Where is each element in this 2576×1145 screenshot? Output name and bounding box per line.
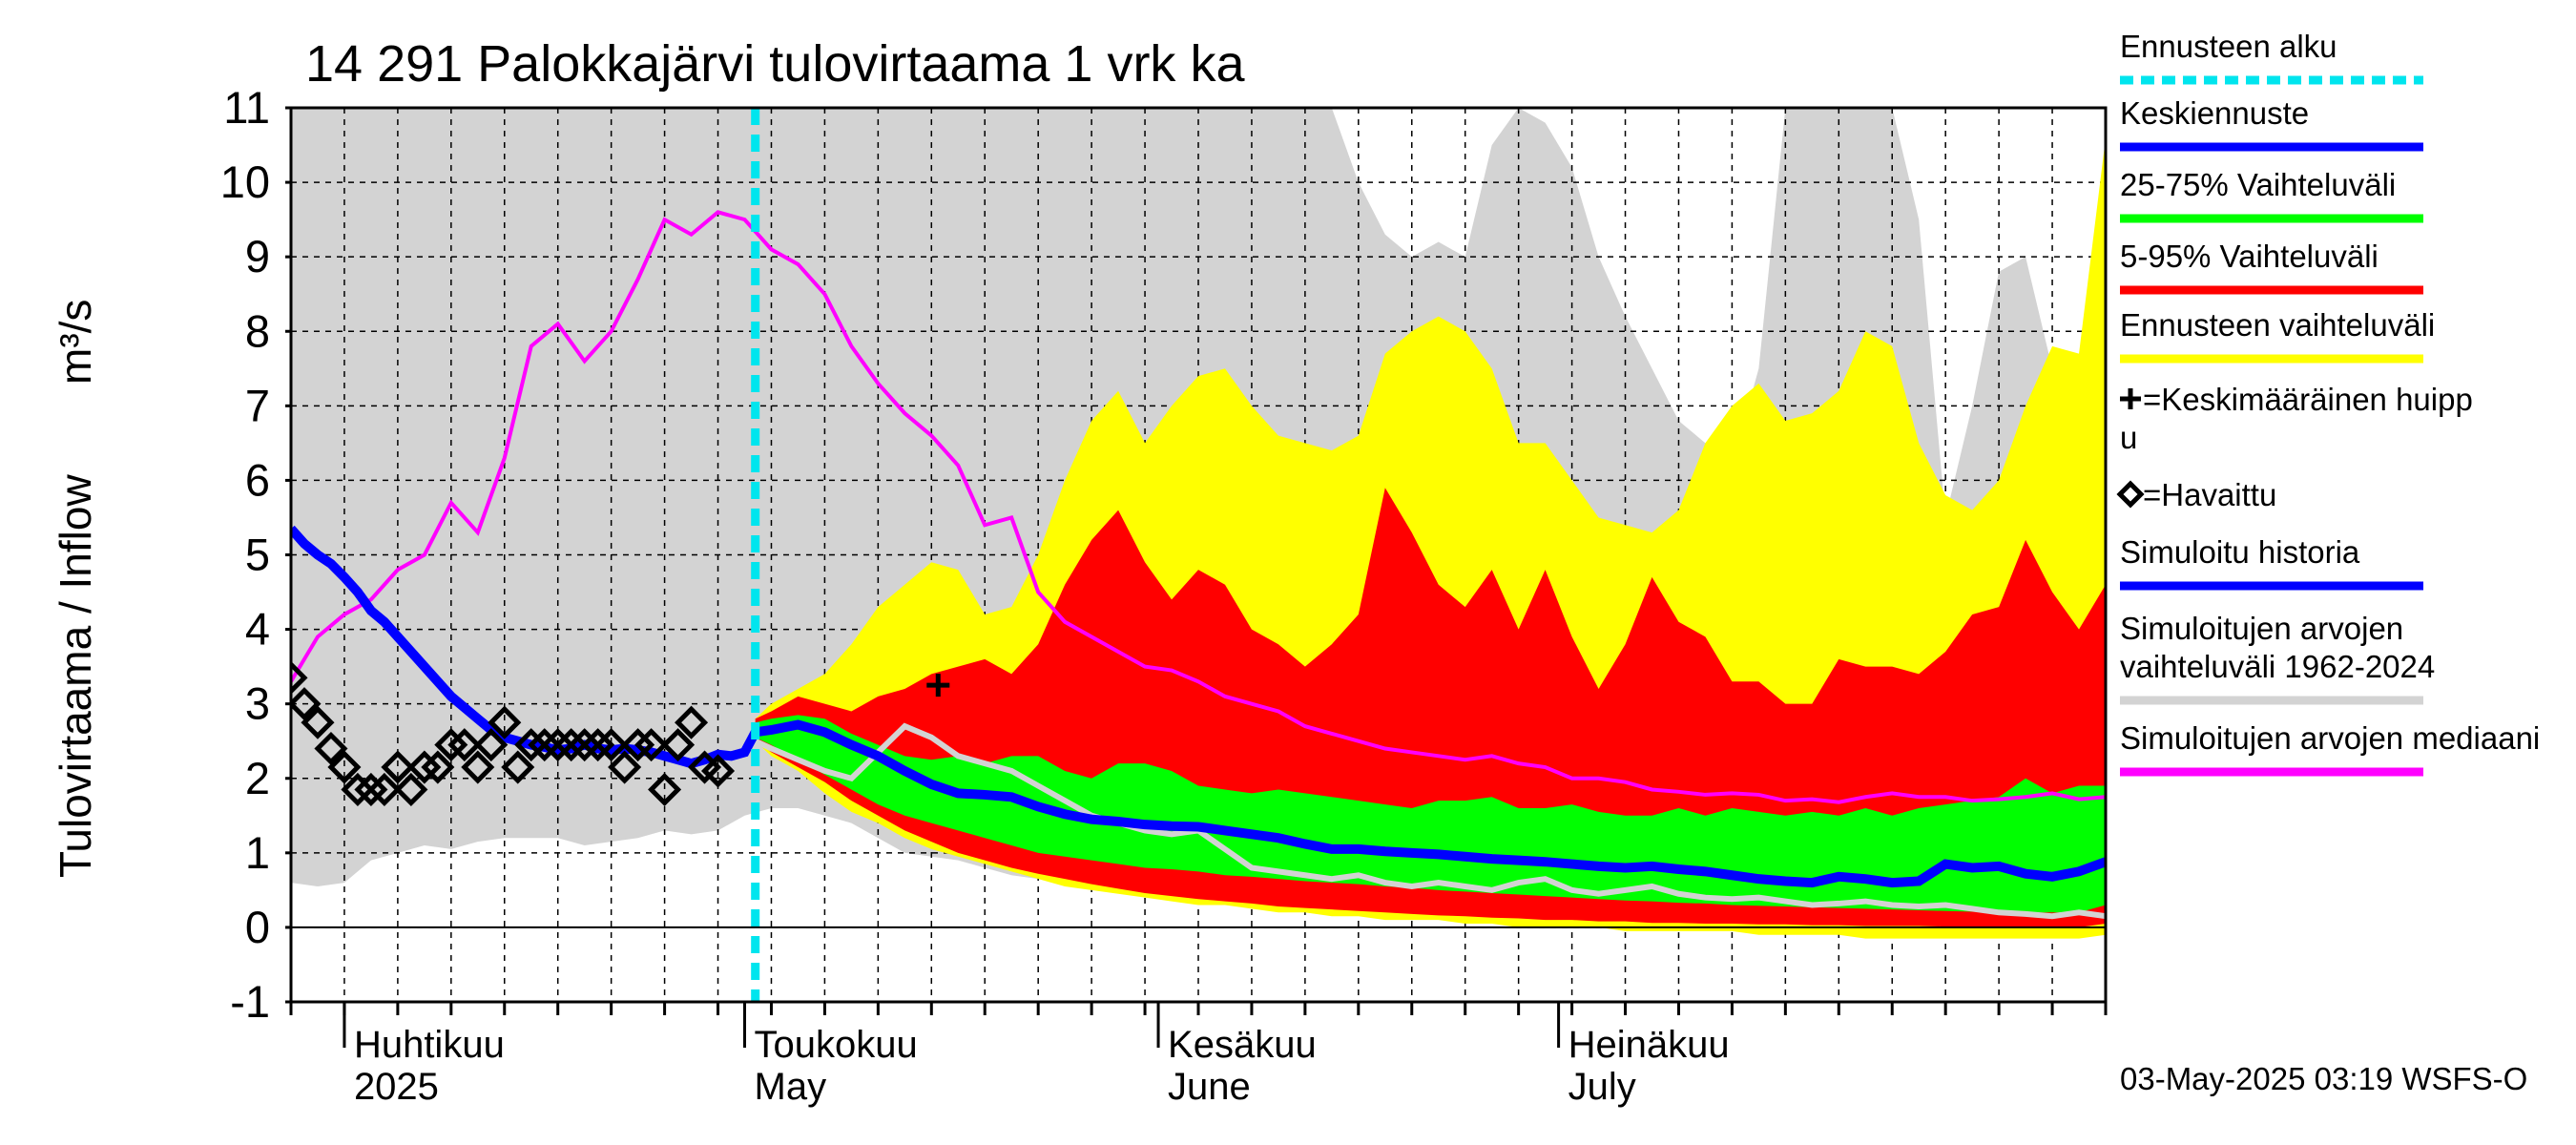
observed-point	[291, 660, 308, 695]
footer-timestamp: 03-May-2025 03:19 WSFS-O	[2120, 1061, 2527, 1096]
y-tick-label: 3	[245, 678, 270, 729]
observed-point	[301, 705, 335, 739]
legend-label: u	[2120, 420, 2137, 455]
legend-label: =Havaittu	[2143, 477, 2276, 512]
observed-point	[541, 728, 575, 762]
observed-point	[501, 750, 535, 784]
legend: Ennusteen alku Keskiennuste 25-75% Vaihtel…	[2116, 29, 2540, 777]
simulated-history-line	[291, 525, 760, 769]
observed-point	[381, 750, 415, 784]
y-tick-label: 2	[245, 753, 270, 803]
observed-point	[554, 728, 589, 762]
observed-point	[621, 728, 655, 762]
band-25-75	[755, 715, 2106, 913]
simulated-median-line	[291, 210, 2106, 804]
legend-label: Simuloitujen arvojen	[2120, 611, 2403, 646]
month-label-en: July	[1568, 1066, 1636, 1108]
legend-label: Simuloitu historia	[2120, 534, 2360, 570]
observed-point	[474, 728, 509, 762]
y-tick-label: 9	[245, 231, 270, 281]
plot-area	[291, 108, 2106, 1002]
observed-point	[461, 750, 495, 784]
observed-point	[608, 750, 642, 784]
legend-diamond-icon	[2116, 480, 2145, 509]
observed-point	[314, 731, 348, 766]
y-tick-label: -1	[230, 976, 270, 1027]
observed-point	[434, 728, 468, 762]
mean-peak-marker	[926, 674, 950, 697]
y-tick-label: 0	[245, 902, 270, 952]
legend-label: Ennusteen vaihteluväli	[2120, 307, 2435, 343]
observed-point	[634, 728, 669, 762]
observed-point	[394, 772, 428, 806]
mean-forecast-line	[754, 719, 2106, 888]
legend-label: 25-75% Vaihteluväli	[2120, 167, 2396, 202]
observed-point	[407, 750, 442, 784]
legend-plus-icon	[2120, 388, 2141, 409]
y-tick-label: 4	[245, 604, 270, 655]
legend-label: Keskiennuste	[2120, 95, 2309, 131]
month-label-fi: Heinäkuu	[1568, 1024, 1730, 1066]
month-label-fi: Toukokuu	[755, 1024, 918, 1066]
y-tick-label: 1	[245, 827, 270, 878]
simulated-median-gray-line	[754, 722, 2106, 920]
observed-point	[291, 687, 322, 721]
observed-point	[528, 728, 562, 762]
observed-point	[648, 772, 682, 806]
observed-point	[341, 772, 375, 806]
month-label-en: 2025	[354, 1066, 439, 1108]
month-label-en: June	[1168, 1066, 1251, 1108]
observed-point	[661, 728, 696, 762]
y-tick-label: 10	[220, 156, 270, 207]
observed-point	[594, 728, 629, 762]
observed-point	[421, 750, 455, 784]
observed-point	[568, 728, 602, 762]
observed-point	[354, 772, 388, 806]
observed-point	[581, 728, 615, 762]
month-label-fi: Kesäkuu	[1168, 1024, 1317, 1066]
observed-point	[700, 754, 736, 788]
y-axis-label: Tulovirtaama / Inflow	[51, 474, 100, 878]
month-label-fi: Huhtikuu	[354, 1024, 505, 1066]
observed-point	[367, 772, 402, 806]
y-tick-label: 11	[223, 82, 270, 133]
legend-label: 5-95% Vaihteluväli	[2120, 239, 2379, 274]
month-label-en: May	[755, 1066, 827, 1108]
chart-title: 14 291 Palokkajärvi tulovirtaama 1 vrk k…	[305, 35, 1245, 93]
observed-point	[488, 705, 522, 739]
y-axis-unit: m³/s	[51, 300, 100, 385]
observed-point	[675, 705, 709, 739]
y-tick-label: 6	[245, 454, 270, 505]
y-tick-label: 5	[245, 530, 270, 580]
observed-point	[327, 750, 362, 784]
legend-label: Ennusteen alku	[2120, 29, 2337, 64]
observed-point	[514, 728, 549, 762]
plot-content	[291, 108, 2106, 1002]
y-tick-label: 8	[245, 305, 270, 356]
legend-label: Simuloitujen arvojen mediaani	[2120, 720, 2540, 756]
observed-point	[447, 728, 482, 762]
legend-label: =Keskimääräinen huipp	[2143, 382, 2473, 417]
legend-label: vaihteluväli 1962-2024	[2120, 649, 2435, 684]
y-tick-label: 7	[245, 380, 270, 430]
